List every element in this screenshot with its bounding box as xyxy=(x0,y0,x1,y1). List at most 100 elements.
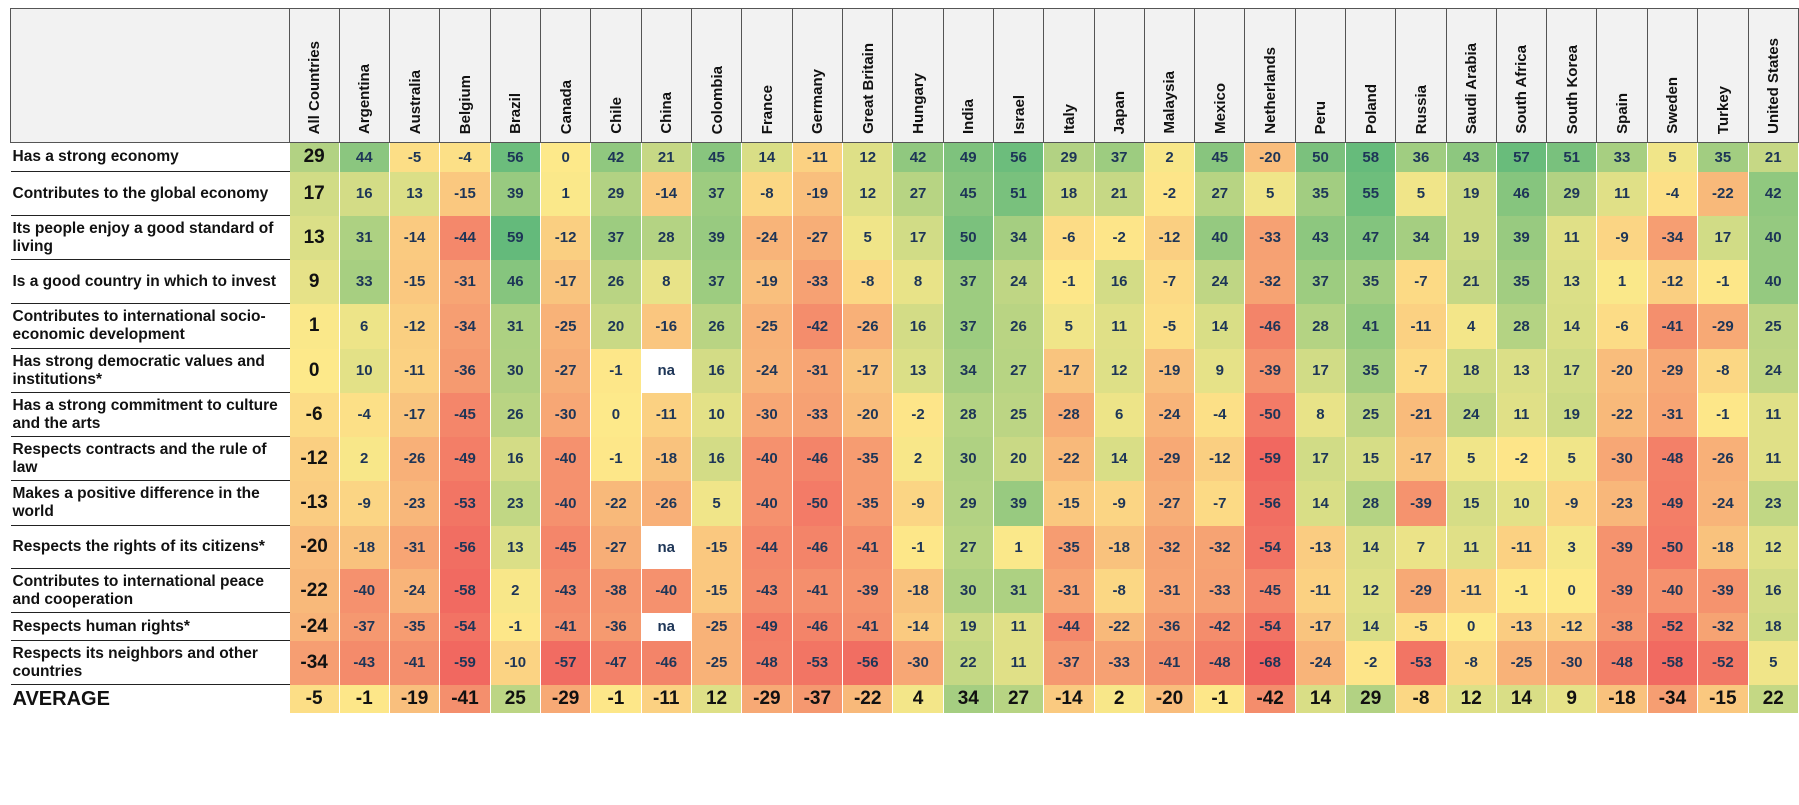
heatmap-cell-france: -40 xyxy=(741,436,793,481)
heatmap-cell-belgium: -58 xyxy=(439,568,491,613)
column-header-label: Japan xyxy=(1111,90,1129,134)
heatmap-cell-malaysia: -19 xyxy=(1144,348,1196,393)
row-label: Has strong democratic values and institu… xyxy=(10,348,290,393)
heatmap-cell-turkey: -52 xyxy=(1697,640,1749,685)
heatmap-cell-all-countries: 0 xyxy=(289,348,340,393)
heatmap-cell-spain: 33 xyxy=(1596,142,1648,172)
column-header-chile: Chile xyxy=(590,8,642,143)
heatmap-cell-israel: 27 xyxy=(993,348,1045,393)
heatmap-cell-malaysia: -20 xyxy=(1144,684,1196,713)
heatmap-cell-russia: -21 xyxy=(1395,392,1447,437)
heatmap-cell-south-africa: -11 xyxy=(1496,525,1548,569)
heatmap-cell-poland: 14 xyxy=(1345,525,1397,569)
heatmap-cell-united-states: 40 xyxy=(1748,215,1799,260)
heatmap-cell-russia: 36 xyxy=(1395,142,1447,172)
table-row: Respects the rights of its citizens* -20-… xyxy=(10,525,1799,569)
column-header-label: Poland xyxy=(1362,83,1380,134)
heatmap-cell-united-states: 40 xyxy=(1748,259,1799,304)
heatmap-cell-poland: 58 xyxy=(1345,142,1397,172)
table-row: Contributes to the global economy 17 16 13-… xyxy=(10,171,1799,216)
heatmap-cell-south-africa: 35 xyxy=(1496,259,1548,304)
heatmap-cell-mexico: -4 xyxy=(1194,392,1246,437)
heatmap-cell-argentina: 6 xyxy=(339,303,390,349)
heatmap-cell-argentina: 44 xyxy=(339,142,390,172)
column-header-label: Saudi Arabia xyxy=(1463,42,1481,134)
heatmap-cell-turkey: -1 xyxy=(1697,392,1749,437)
heatmap-cell-argentina: -4 xyxy=(339,392,390,437)
heatmap-cell-malaysia: 2 xyxy=(1144,142,1196,172)
heatmap-cell-saudi-arabia: 43 xyxy=(1446,142,1497,172)
heatmap-cell-mexico: 27 xyxy=(1194,171,1246,216)
heatmap-cell-australia: -41 xyxy=(389,640,441,685)
heatmap-cell-belgium: -36 xyxy=(439,348,491,393)
heatmap-cell-netherlands: -39 xyxy=(1244,348,1296,393)
heatmap-cell-canada: -17 xyxy=(540,259,592,304)
heatmap-cell-china: -16 xyxy=(641,303,692,349)
heatmap-cell-china: -26 xyxy=(641,480,692,526)
heatmap-cell-russia: -29 xyxy=(1395,568,1447,613)
column-header-label: China xyxy=(658,92,676,134)
heatmap-cell-netherlands: -54 xyxy=(1244,525,1296,569)
heatmap-cell-peru: 50 xyxy=(1295,142,1347,172)
heatmap-cell-germany: -53 xyxy=(792,640,844,685)
column-header-india: India xyxy=(942,8,994,143)
heatmap-cell-malaysia: -27 xyxy=(1144,480,1196,526)
column-header-argentina: Argentina xyxy=(338,8,390,143)
heatmap-cell-malaysia: -2 xyxy=(1144,171,1196,216)
heatmap-cell-france: -43 xyxy=(741,568,793,613)
heatmap-cell-netherlands: -50 xyxy=(1244,392,1296,437)
heatmap-cell-all-countries: -12 xyxy=(289,436,340,481)
heatmap-cell-argentina: 33 xyxy=(339,259,390,304)
heatmap-cell-poland: 55 xyxy=(1345,171,1397,216)
heatmap-cell-israel: 20 xyxy=(993,436,1045,481)
heatmap-cell-netherlands: 5 xyxy=(1244,171,1296,216)
heatmap-cell-france: -8 xyxy=(741,171,793,216)
heatmap-cell-turkey: -26 xyxy=(1697,436,1749,481)
heatmap-cell-belgium: -59 xyxy=(439,640,491,685)
heatmap-cell-india: 45 xyxy=(943,171,994,216)
heatmap-cell-spain: -20 xyxy=(1596,348,1648,393)
heatmap-cell-peru: -11 xyxy=(1295,568,1347,613)
heatmap-cell-spain: -39 xyxy=(1596,568,1648,613)
heatmap-cell-colombia: 16 xyxy=(691,436,743,481)
heatmap-cell-canada: -40 xyxy=(540,480,592,526)
heatmap-cell-netherlands: -46 xyxy=(1244,303,1296,349)
heatmap-cell-germany: -31 xyxy=(792,348,844,393)
heatmap-cell-chile: 29 xyxy=(590,171,642,216)
heatmap-cell-colombia: 10 xyxy=(691,392,743,437)
heatmap-cell-mexico: 9 xyxy=(1194,348,1246,393)
heatmap-cell-belgium: -34 xyxy=(439,303,491,349)
heatmap-cell-italy: -14 xyxy=(1043,684,1095,713)
heatmap-cell-brazil: -10 xyxy=(490,640,541,685)
heatmap-cell-turkey: -22 xyxy=(1697,171,1749,216)
heatmap-cell-hungary: -14 xyxy=(892,612,944,641)
heatmap-cell-japan: -2 xyxy=(1094,215,1145,260)
column-header-australia: Australia xyxy=(388,8,441,143)
heatmap-cell-china: -11 xyxy=(641,392,692,437)
column-header-label: Canada xyxy=(557,79,575,134)
column-header-united-states: United States xyxy=(1747,8,1799,143)
heatmap-cell-saudi-arabia: 19 xyxy=(1446,215,1497,260)
heatmap-cell-mexico: -42 xyxy=(1194,612,1246,641)
heatmap-cell-south-africa: -13 xyxy=(1496,612,1548,641)
heatmap-cell-chile: -36 xyxy=(590,612,642,641)
heatmap-cell-belgium: -53 xyxy=(439,480,491,526)
table-row: Is a good country in which to invest 9 33-… xyxy=(10,259,1799,304)
heatmap-cell-chile: 26 xyxy=(590,259,642,304)
heatmap-cell-france: -30 xyxy=(741,392,793,437)
heatmap-cell-united-states: 42 xyxy=(1748,171,1799,216)
heatmap-cell-south-korea: 29 xyxy=(1546,171,1598,216)
heatmap-cell-malaysia: -12 xyxy=(1144,215,1196,260)
column-header-germany: Germany xyxy=(791,8,844,143)
column-header-south-africa: South Africa xyxy=(1495,8,1548,143)
heatmap-cell-netherlands: -42 xyxy=(1244,684,1296,713)
heatmap-cell-brazil: 26 xyxy=(490,392,541,437)
row-label: Respects contracts and the rule of law xyxy=(10,436,290,481)
heatmap-cell-germany: -37 xyxy=(792,684,844,713)
column-header-saudi-arabia: Saudi Arabia xyxy=(1445,8,1497,143)
heatmap-cell-poland: -2 xyxy=(1345,640,1397,685)
heatmap-cell-russia: -7 xyxy=(1395,259,1447,304)
column-header-label: Israel xyxy=(1010,94,1028,134)
heatmap-cell-turkey: -39 xyxy=(1697,568,1749,613)
heatmap-cell-all-countries: -5 xyxy=(289,684,340,713)
